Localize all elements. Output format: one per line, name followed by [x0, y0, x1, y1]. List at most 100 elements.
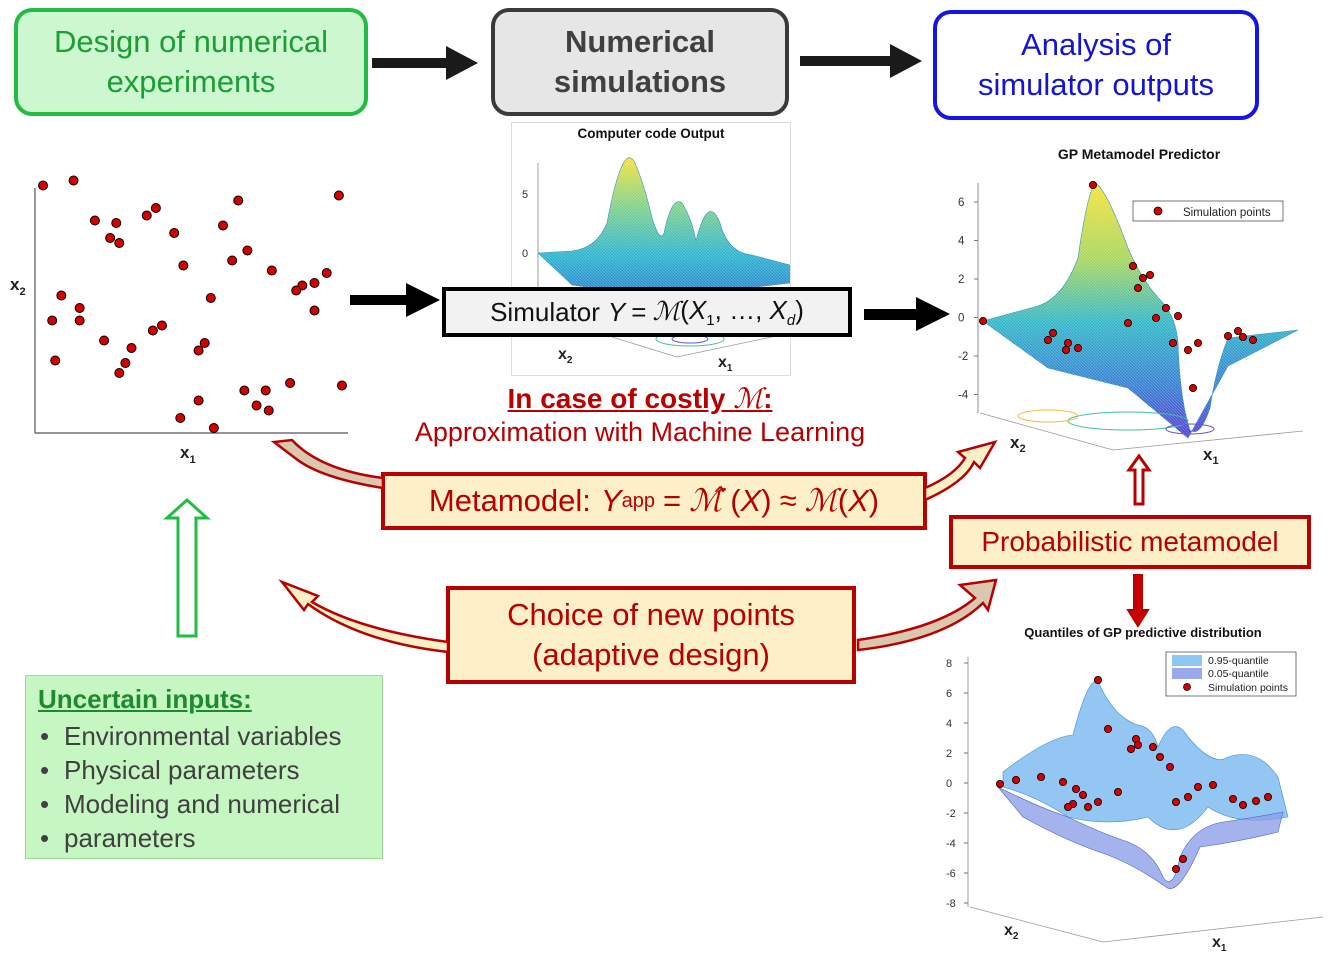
quantiles-ytick: 6	[946, 688, 952, 700]
arrow-curve-choice-to-doe	[282, 582, 448, 652]
gp-simulation-point	[1124, 319, 1131, 326]
doe-point	[209, 424, 218, 433]
doe-point	[100, 336, 109, 345]
gp-simulation-point	[1146, 271, 1153, 278]
doe-point	[310, 306, 319, 315]
gp-simulation-point	[1239, 333, 1246, 340]
gp-simulation-point	[1129, 262, 1136, 269]
gp-simulation-point	[1194, 339, 1201, 346]
quantiles-panel: Quantiles of GP predictive distribution …	[938, 617, 1330, 956]
quantile-simulation-point	[1127, 745, 1134, 752]
doe-point	[194, 346, 203, 355]
doe-point	[240, 386, 249, 395]
gp-yticks: 6 4 2 0 -2 -4	[958, 197, 978, 402]
code-output-panel: Computer code Output 5 0 x2 x1	[511, 122, 791, 376]
quantile-simulation-point	[1064, 803, 1071, 810]
gp-simulation-point	[1134, 284, 1141, 291]
gp-simulation-point	[1049, 329, 1056, 336]
doe-point	[194, 396, 203, 405]
doe-point	[219, 221, 228, 230]
doe-point	[200, 339, 209, 348]
doe-point	[176, 414, 185, 423]
quantiles-ytick: -6	[946, 868, 956, 880]
doe-point	[151, 204, 160, 213]
gp-simulation-point	[1249, 336, 1256, 343]
costly-line-2: Approximation with Machine Learning	[380, 417, 900, 448]
gp-ytick: 0	[958, 313, 964, 325]
doe-point	[121, 359, 130, 368]
input-item-physical: Physical parameters	[64, 753, 370, 787]
input-item-modeling-cont: parameters	[64, 821, 370, 855]
gp-simulation-point	[1064, 339, 1071, 346]
quantile-simulation-point	[1209, 781, 1216, 788]
quantile-simulation-point	[1114, 788, 1121, 795]
quantile-simulation-point	[1252, 797, 1259, 804]
quantiles-ytick: 0	[946, 778, 952, 790]
input-item-modeling: Modeling and numerical	[64, 787, 370, 821]
quantiles-axis-x1: x1	[1212, 934, 1227, 954]
quantile-simulation-point	[1179, 855, 1186, 862]
quantile-simulation-point	[1059, 778, 1066, 785]
quantile-simulation-point	[1184, 793, 1191, 800]
analysis-line-2: simulator outputs	[978, 65, 1214, 105]
gp-title: GP Metamodel Predictor	[1058, 146, 1221, 162]
quantile-simulation-point	[1084, 803, 1091, 810]
quantile-simulation-point	[1094, 798, 1101, 805]
doe-point	[69, 176, 78, 185]
code-output-title: Computer code Output	[578, 126, 725, 141]
analysis-line-1: Analysis of	[978, 25, 1214, 65]
quantiles-axis-x2: x2	[1004, 922, 1019, 942]
quantiles-ytick: -4	[946, 838, 956, 850]
doe-point	[75, 304, 84, 313]
doe-ylabel: x2	[10, 275, 26, 298]
doe-point	[115, 239, 124, 248]
gp-ytick: 2	[958, 274, 964, 286]
design-line-2: experiments	[54, 62, 328, 102]
gp-simulation-point	[979, 317, 986, 324]
uncertain-inputs-title: Uncertain inputs:	[38, 684, 370, 715]
arrow-uncertain-up	[167, 500, 207, 636]
quantile-simulation-point	[1094, 676, 1101, 683]
gp-simulation-point	[1189, 384, 1196, 391]
gp-simulation-point	[1169, 339, 1176, 346]
gp-ytick: 4	[958, 236, 965, 248]
quantile-simulation-point	[1079, 791, 1086, 798]
arrow-sim-to-analysis	[800, 44, 922, 78]
gp-axis-x1: x1	[1203, 445, 1219, 467]
legend-095: 0.95-quantile	[1208, 655, 1269, 667]
numerical-simulations-box: Numerical simulations	[491, 8, 789, 116]
quantile-simulation-point	[1166, 763, 1173, 770]
quantiles-ytick: -8	[946, 898, 956, 910]
quantile-simulation-point	[1229, 795, 1236, 802]
quantiles-yticks: 86420-2-4-6-8	[946, 658, 968, 910]
doe-point	[115, 369, 124, 378]
uncertain-inputs-list: Environmental variables Physical paramet…	[38, 719, 370, 855]
simulations-line-1: Numerical	[554, 22, 726, 62]
simulator-box: Simulator Y = ℳ (X1, …, Xd)	[442, 287, 852, 337]
doe-point	[334, 191, 343, 200]
simulations-line-2: simulations	[554, 62, 726, 102]
costly-line-1: In case of costly ℳ:	[380, 382, 900, 415]
doe-scatter-panel: x1 x2	[8, 168, 353, 468]
choice-new-points-box: Choice of new points (adaptive design)	[446, 586, 856, 684]
quantile-simulation-point	[1172, 865, 1179, 872]
gp-ytick: -2	[958, 351, 968, 363]
code-output-axis-x1: x1	[718, 354, 733, 374]
gp-predictor-chart: GP Metamodel Predictor 6 4 2 0 -2 -4 Simulati…	[928, 138, 1338, 470]
doe-scatter-chart: x1 x2	[8, 168, 353, 468]
gp-simulation-point	[1184, 346, 1191, 353]
metamodel-prefix: Metamodel:	[429, 483, 591, 519]
legend-points: Simulation points	[1208, 682, 1288, 694]
choice-line-2: (adaptive design)	[507, 635, 795, 675]
quantile-simulation-point	[1012, 776, 1019, 783]
doe-point	[106, 234, 115, 243]
uncertain-inputs-box: Uncertain inputs: Environmental variable…	[25, 675, 383, 859]
gp-ytick: -4	[958, 390, 969, 402]
design-of-experiments-box: Design of numerical experiments	[14, 8, 368, 116]
gp-simulation-point	[1152, 314, 1159, 321]
arrow-design-to-sim	[372, 46, 478, 80]
doe-point	[234, 196, 243, 205]
doe-point	[148, 326, 157, 335]
gp-simulation-point	[1074, 344, 1081, 351]
code-output-ytick-5: 5	[522, 189, 528, 201]
